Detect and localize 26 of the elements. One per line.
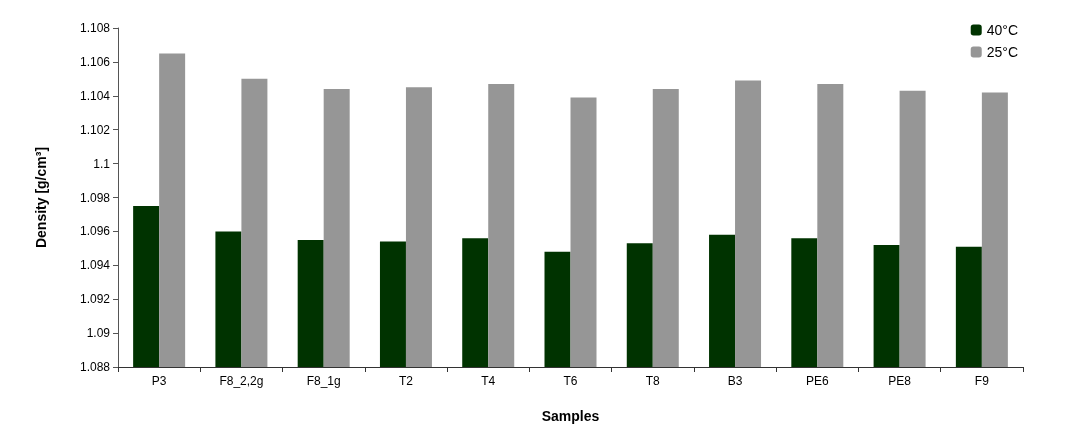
y-tick-label: 1.096: [79, 224, 111, 239]
y-tick-label: 1.104: [79, 88, 111, 103]
y-tick-label: 1.09: [86, 326, 111, 341]
x-tick-label: PE6: [805, 374, 829, 388]
legend-label: 25°C: [986, 44, 1018, 60]
y-tick-label: 1.1: [93, 156, 111, 171]
y-axis-title: Density [g/cm³]: [33, 146, 49, 249]
x-axis-title: Samples: [541, 408, 600, 424]
y-tick-label: 1.088: [79, 360, 111, 374]
x-tick-label: F8_2,2g: [219, 374, 264, 388]
y-tick-label: 1.092: [79, 292, 111, 307]
x-tick-label: T4: [481, 374, 496, 388]
x-tick-label: T6: [563, 374, 578, 388]
x-tick-label: PE8: [888, 374, 912, 388]
y-tick-label: 1.106: [79, 54, 111, 69]
y-tick-label: 1.108: [79, 21, 111, 35]
y-tick-label: 1.102: [79, 122, 111, 137]
legend-label: 40°C: [986, 22, 1018, 38]
y-tick-label: 1.094: [79, 258, 111, 273]
x-tick-label: T2: [398, 374, 414, 388]
x-tick-label: B3: [727, 374, 743, 388]
x-tick-label: T8: [645, 374, 661, 388]
x-tick-label: P3: [151, 374, 167, 388]
y-tick-label: 1.098: [79, 190, 111, 205]
x-tick-label: F9: [974, 374, 990, 388]
x-tick-label: F8_1g: [306, 374, 341, 388]
